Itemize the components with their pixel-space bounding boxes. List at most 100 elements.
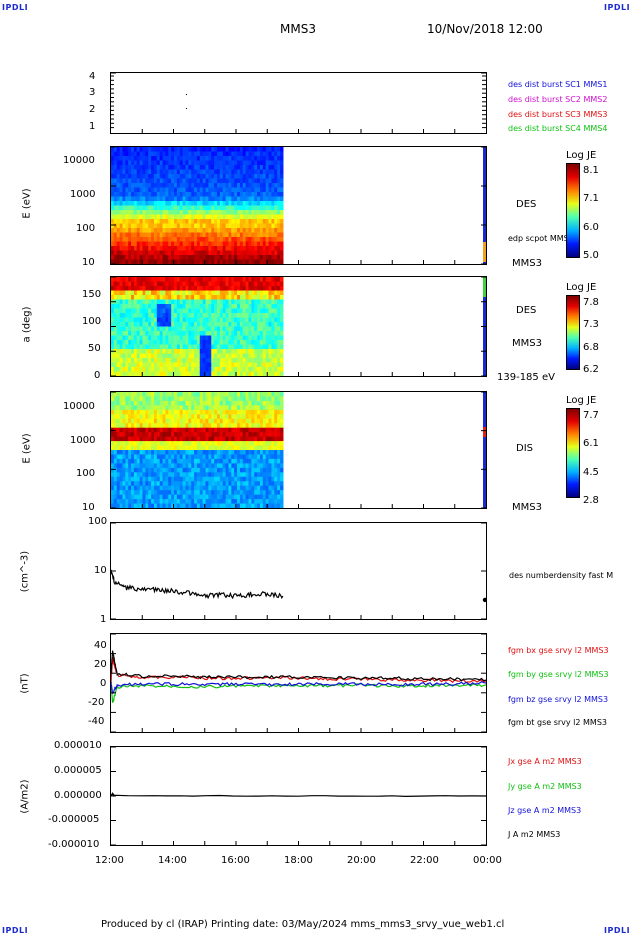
spectrogram-cell [277, 192, 281, 198]
spectrogram-cell [156, 467, 161, 473]
spectrogram-cell [165, 353, 169, 359]
spectrogram-cell [191, 169, 195, 175]
spectrogram-cell [208, 358, 212, 364]
spectrogram-cell [176, 241, 181, 247]
spectrogram-cell [268, 156, 273, 162]
spectrogram-cell [145, 219, 149, 225]
spectrogram-cell [148, 405, 152, 411]
spectrogram-cell [168, 219, 172, 225]
colorbar-title: Log JE [566, 395, 597, 406]
spectrogram-cell [122, 423, 126, 429]
spectrogram-cell [165, 445, 169, 451]
spectrogram-cell [262, 232, 267, 238]
spectrogram-cell [196, 503, 201, 508]
spectrogram-cell [222, 432, 227, 438]
spectrogram-cell [128, 353, 132, 359]
spectrogram-cell [262, 299, 267, 305]
spectrogram-cell [222, 228, 227, 234]
spectrogram-cell [156, 340, 161, 346]
spectrogram-cell [176, 450, 181, 456]
spectrogram-cell [271, 400, 275, 406]
spectrogram-cell [257, 441, 261, 447]
spectrogram-cell [228, 476, 232, 482]
spectrogram-cell [231, 367, 235, 373]
spectrogram-cell [162, 400, 167, 406]
spectrogram-cell [262, 494, 267, 500]
spectrogram-cell [145, 232, 149, 238]
spectrogram-cell [280, 237, 284, 243]
spectrogram-cell [222, 259, 227, 264]
spectrogram-cell [257, 322, 261, 328]
spectrogram-cell [148, 232, 152, 238]
spectrogram-cell [176, 409, 181, 415]
spectrogram-cell [251, 423, 255, 429]
spectrogram-cell [151, 405, 155, 411]
spectrogram-cell [216, 201, 221, 207]
spectrogram-cell [139, 481, 144, 487]
spectrogram-cell [136, 228, 141, 234]
spectrogram-cell [271, 250, 275, 256]
spectrogram-cell [128, 228, 132, 234]
spectrogram-cell [128, 255, 132, 261]
spectrogram-cell [142, 228, 146, 234]
spectrogram-cell [188, 174, 192, 180]
spectrogram-cell [239, 405, 244, 411]
spectrogram-cell [153, 436, 158, 442]
spectrogram-cell [139, 441, 144, 447]
spectrogram-cell [116, 290, 121, 296]
spectrogram-cell [257, 156, 261, 162]
spectrogram-cell [113, 259, 118, 264]
spectrogram-cell [245, 485, 250, 491]
spectrogram-cell [222, 295, 227, 301]
spectrogram-cell [222, 423, 227, 429]
spectrogram-cell [254, 277, 258, 283]
spectrogram-cell [122, 340, 126, 346]
spectrogram-cell [131, 499, 135, 505]
spectrogram-cell [156, 174, 161, 180]
spectrogram-cell [265, 441, 270, 447]
spectrogram-cell [111, 223, 115, 229]
spectrogram-cell [228, 250, 232, 256]
spectrogram-cell [242, 331, 247, 337]
spectrogram-cell [239, 335, 244, 341]
spectrogram-cell [185, 228, 189, 234]
spectrogram-cell [274, 454, 278, 460]
spectrogram-cell [251, 349, 255, 355]
spectrogram-cell [159, 192, 164, 198]
ytick: 0.000010 [54, 740, 102, 751]
panel-bfield [110, 633, 487, 733]
spectrogram-cell [176, 219, 181, 225]
spectrogram-cell [188, 409, 192, 415]
spectrogram-cell [151, 344, 155, 350]
spectrogram-cell [242, 304, 247, 310]
spectrogram-cell [131, 174, 135, 180]
spectrogram-cell [208, 436, 212, 442]
spectrogram-cell [128, 169, 132, 175]
spectrogram-cell [133, 427, 138, 433]
spectrogram-cell [211, 322, 215, 328]
spectrogram-cell [145, 169, 149, 175]
spectrogram-cell [274, 322, 278, 328]
spectrogram-cell [162, 450, 167, 456]
spectrogram-cell [191, 349, 195, 355]
spectrogram-cell [259, 481, 264, 487]
spectrogram-cell [245, 427, 250, 433]
spectrogram-cell [280, 450, 284, 456]
spectrogram-cell [254, 308, 258, 314]
spectrogram-cell [245, 344, 250, 350]
spectrogram-cell [216, 286, 221, 292]
spectrogram-cell [202, 317, 207, 323]
legend-mms1: des dist burst SC1 MMS1 [508, 80, 608, 89]
spectrogram-cell [225, 250, 230, 256]
spectrogram-cell [182, 322, 187, 328]
spectrogram-cell [182, 476, 187, 482]
spectrogram-cell [202, 147, 207, 153]
spectrogram-cell [162, 418, 167, 424]
spectrogram-cell [113, 317, 118, 323]
spectrogram-cell [133, 322, 138, 328]
spectrogram-cell [225, 322, 230, 328]
spectrogram-cell [142, 250, 146, 256]
spectrogram-cell [199, 490, 204, 496]
spectrogram-cell [268, 418, 273, 424]
spectrogram-cell [237, 169, 241, 175]
